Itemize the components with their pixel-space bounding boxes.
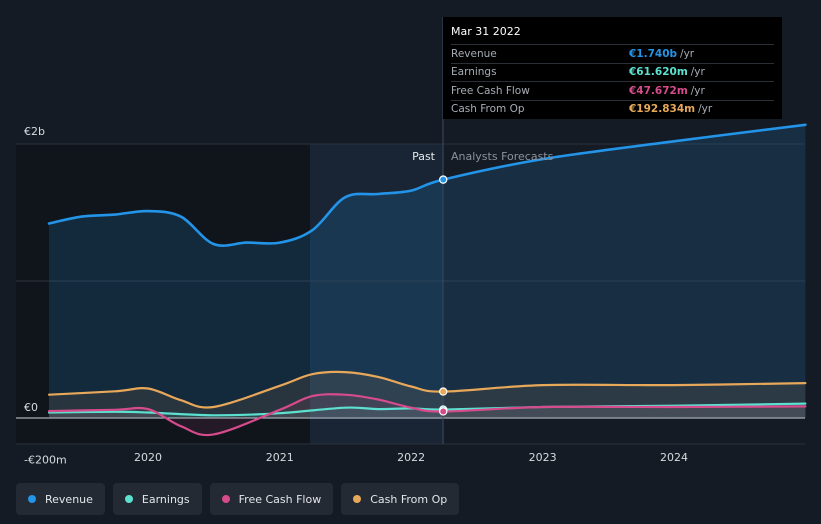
tooltip-label: Revenue (451, 47, 497, 60)
legend-item-cash-from-op[interactable]: Cash From Op (341, 483, 460, 515)
y-tick-label: -€200m (24, 453, 67, 466)
past-label: Past (412, 150, 436, 163)
y-tick-label: €0 (24, 401, 38, 414)
marker-free-cash-flow (439, 407, 448, 416)
tooltip-unit: /yr (698, 103, 713, 116)
cursor-markers (439, 175, 448, 416)
tooltip: Mar 31 2022 Revenue €1.740b /yr Earnings… (443, 17, 782, 119)
tooltip-unit: /yr (690, 84, 705, 97)
tooltip-value: €61.620m (629, 66, 688, 79)
x-tick-label: 2021 (266, 451, 294, 464)
tooltip-row-earnings: Earnings €61.620m /yr (451, 62, 774, 82)
legend: Revenue Earnings Free Cash Flow Cash Fro… (16, 483, 460, 515)
legend-item-revenue[interactable]: Revenue (16, 483, 105, 515)
x-axis-labels: 2020 2021 2022 2023 2024 (134, 451, 688, 464)
line-revenue (47, 123, 807, 247)
area-revenue (49, 124, 806, 419)
legend-item-earnings[interactable]: Earnings (112, 483, 202, 515)
legend-dot-icon (28, 495, 36, 503)
tooltip-label: Earnings (451, 66, 497, 79)
tooltip-row-revenue: Revenue €1.740b /yr (451, 44, 774, 63)
tooltip-value: €47.672m (629, 84, 688, 97)
legend-item-free-cash-flow[interactable]: Free Cash Flow (209, 483, 334, 515)
x-tick-label: 2023 (529, 451, 557, 464)
legend-dot-icon (353, 495, 362, 503)
y-axis-labels: €2b €0 -€200m (24, 125, 67, 466)
x-tick-label: 2022 (397, 451, 425, 464)
tooltip-unit: /yr (690, 66, 705, 79)
legend-dot-icon (124, 495, 133, 503)
legend-label: Revenue (45, 492, 93, 506)
tooltip-value: €192.834m (629, 103, 696, 116)
tooltip-date: Mar 31 2022 (451, 25, 521, 38)
area-free-cash-flow (49, 394, 806, 436)
tooltip-value: €1.740b (629, 47, 678, 60)
legend-label: Earnings (141, 492, 190, 506)
x-tick-label: 2024 (660, 451, 688, 464)
legend-dot-icon (221, 495, 230, 503)
line-free-cash-flow (47, 393, 807, 437)
tooltip-row-cash-from-op: Cash From Op €192.834m /yr (451, 99, 774, 119)
grid (16, 143, 805, 445)
marker-cash-from-op (439, 387, 448, 396)
tooltip-unit: /yr (680, 47, 695, 60)
marker-revenue (439, 175, 448, 184)
tooltip-label: Free Cash Flow (451, 84, 530, 97)
tooltip-row-free-cash-flow: Free Cash Flow €47.672m /yr (451, 81, 774, 100)
line-cash-from-op (47, 370, 807, 409)
forecast-label: Analysts Forecasts (451, 150, 554, 163)
series-lines (47, 123, 807, 437)
legend-label: Free Cash Flow (238, 492, 322, 506)
tooltip-label: Cash From Op (451, 103, 525, 116)
legend-label: Cash From Op (370, 492, 448, 506)
y-tick-label: €2b (24, 125, 45, 138)
x-tick-label: 2020 (134, 451, 162, 464)
